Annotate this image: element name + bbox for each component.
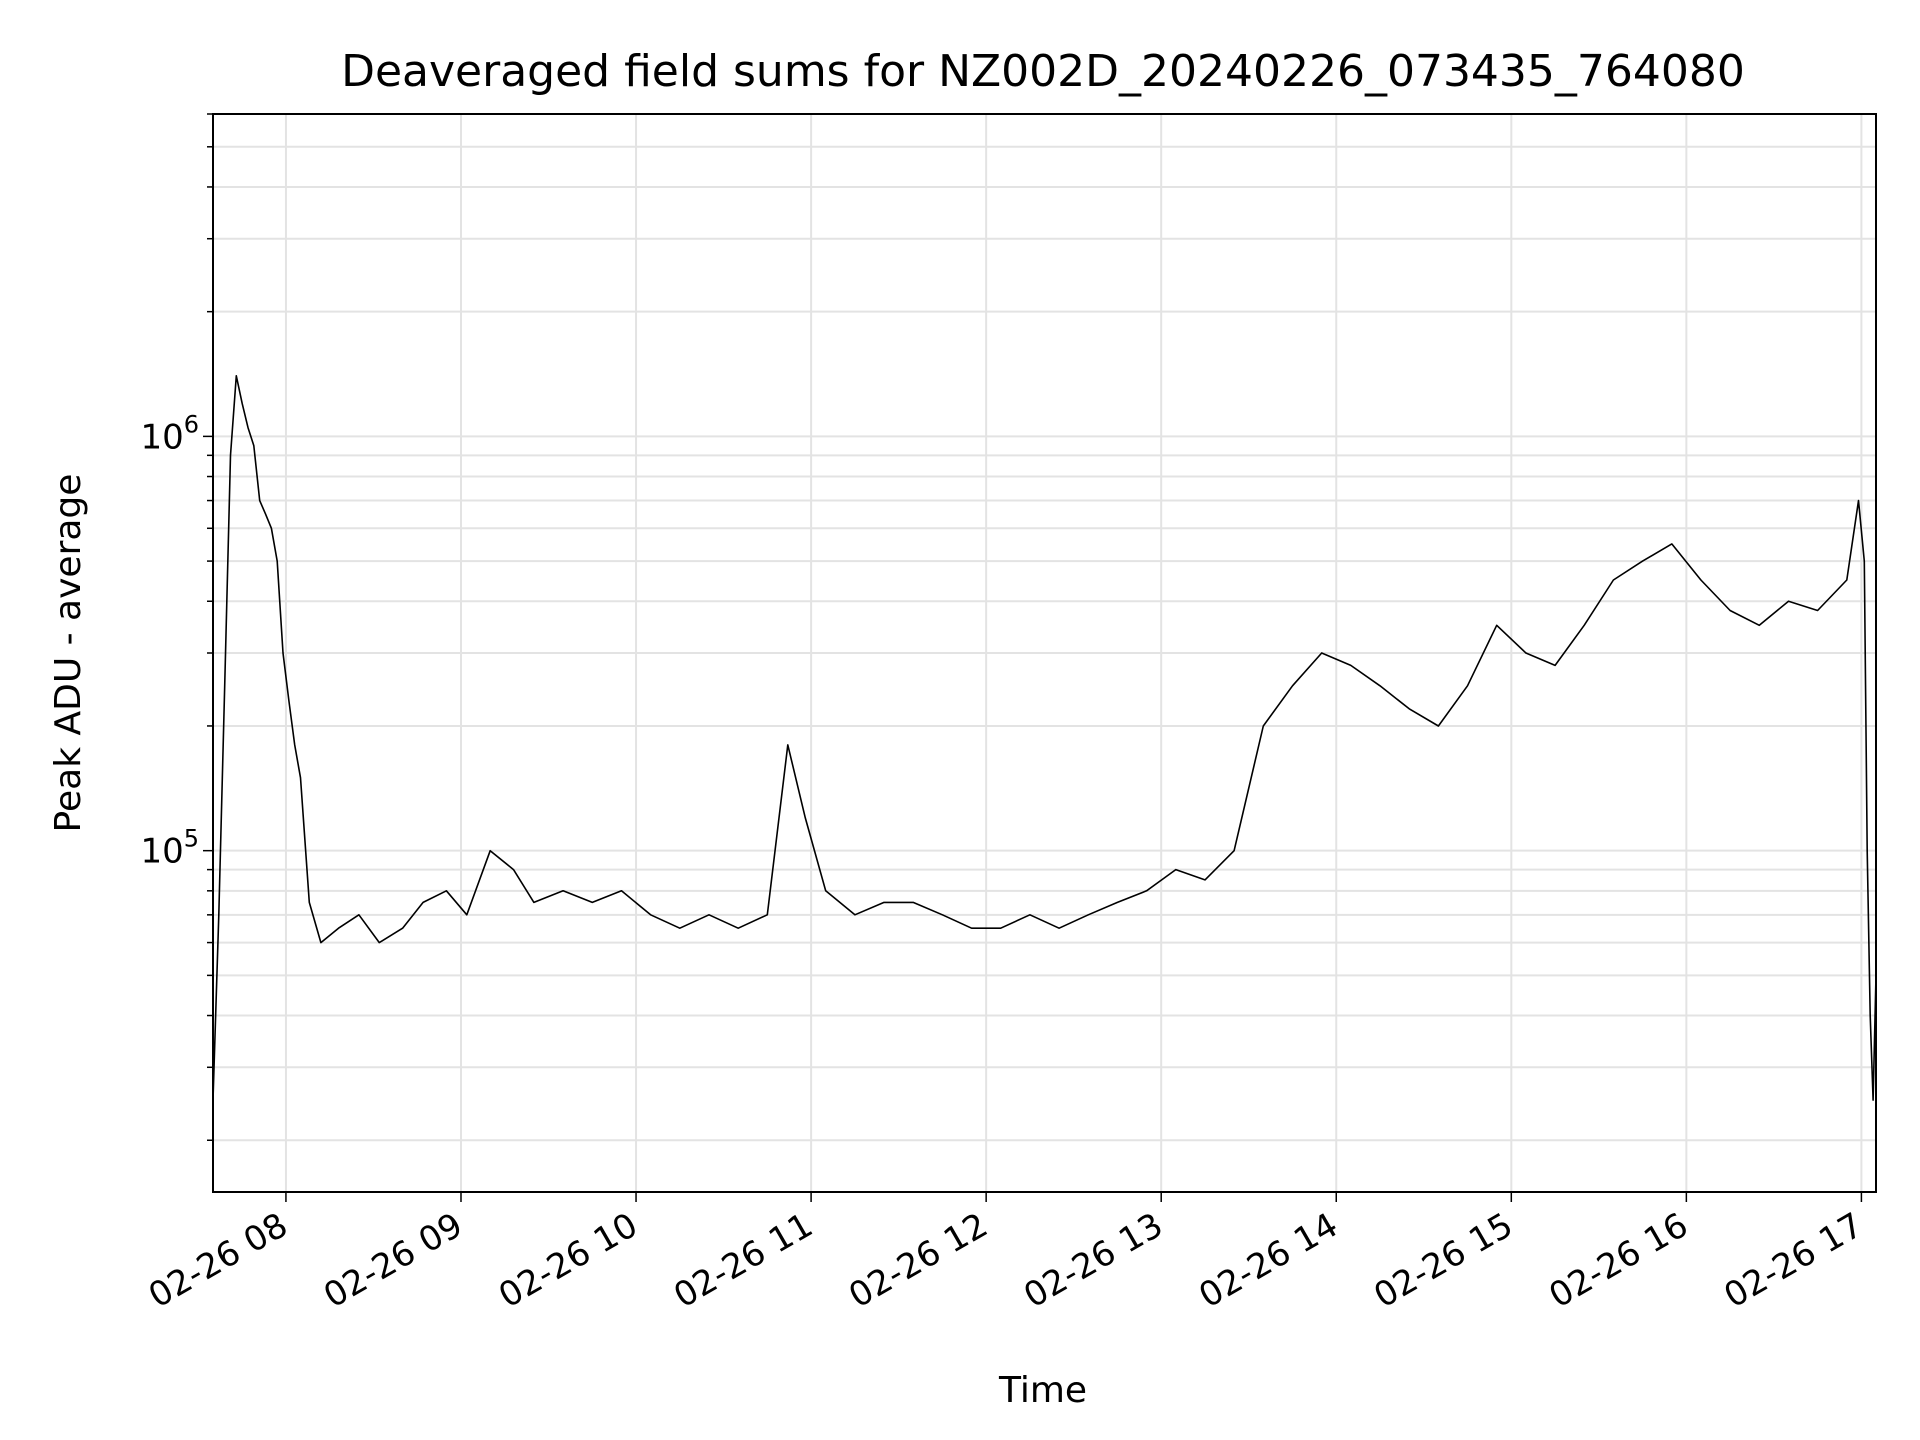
y-tick-base: 10 [140,417,183,457]
y-tick-exponent: 5 [184,825,199,853]
y-tick-label: 106 [140,410,199,457]
y-tick-label: 105 [140,825,199,872]
y-tick-base: 10 [140,832,183,872]
y-tick-exponent: 6 [184,410,199,438]
x-axis-label: Time [998,1370,1087,1411]
series-layer [213,374,1876,1101]
chart-title: Deaveraged field sums for NZ002D_2024022… [341,46,1745,97]
series-line-0 [213,374,1876,1101]
y-axis-label: Peak ADU - average [48,474,89,833]
